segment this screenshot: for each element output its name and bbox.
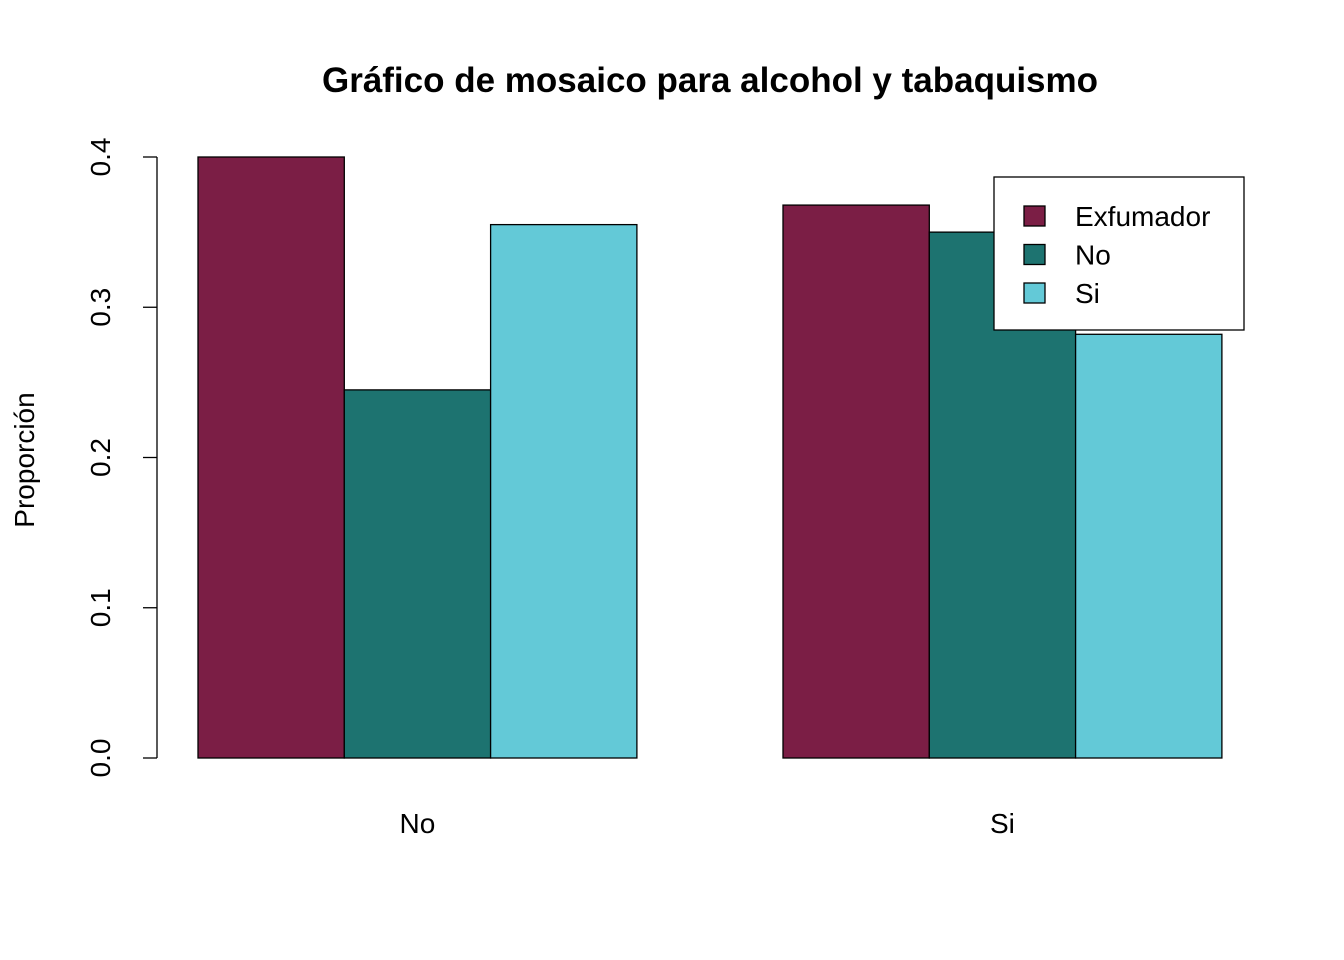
- legend-swatch: [1023, 243, 1046, 266]
- y-axis: 0.0 0.1 0.2 0.3 0.4: [85, 138, 158, 778]
- y-tick-label: 0.0: [85, 739, 116, 778]
- legend: Exfumador No Si: [993, 176, 1245, 331]
- legend-swatch: [1023, 205, 1046, 227]
- y-tick-label: 0.2: [85, 438, 116, 477]
- bar-si-si: [1074, 333, 1223, 759]
- chart-title: Gráfico de mosaico para alcohol y tabaqu…: [322, 61, 1098, 100]
- y-axis-label: Proporción: [9, 392, 40, 527]
- legend-swatch: [1023, 282, 1046, 304]
- legend-label: Si: [1075, 278, 1100, 309]
- bar-si-exfumador: [782, 204, 930, 759]
- x-tick-label: Si: [990, 808, 1015, 839]
- y-tick-label: 0.1: [85, 588, 116, 627]
- bar-no-no: [343, 389, 492, 759]
- bar-no-exfumador: [197, 156, 345, 759]
- y-tick-label: 0.4: [85, 138, 116, 177]
- x-tick-labels: No Si: [400, 808, 1015, 839]
- y-tick-label: 0.3: [85, 288, 116, 327]
- legend-label: Exfumador: [1075, 201, 1210, 232]
- x-tick-label: No: [400, 808, 436, 839]
- bar-no-si: [489, 223, 638, 759]
- legend-label: No: [1075, 240, 1111, 271]
